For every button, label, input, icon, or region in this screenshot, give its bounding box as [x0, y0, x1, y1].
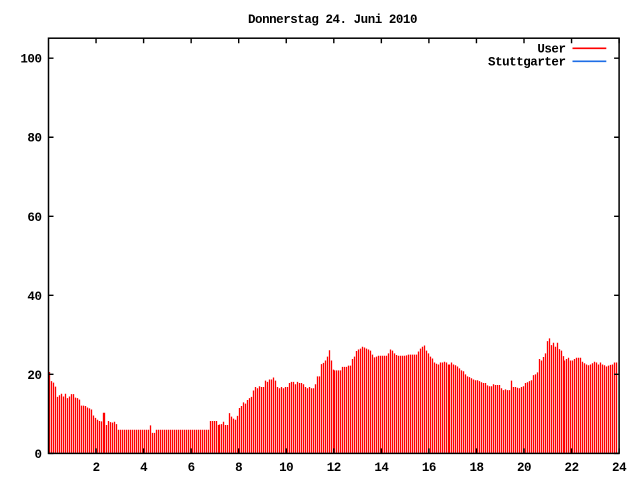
svg-text:6: 6 [188, 461, 195, 475]
svg-text:20: 20 [517, 461, 531, 475]
svg-text:22: 22 [565, 461, 579, 475]
svg-text:4: 4 [140, 461, 148, 475]
svg-text:100: 100 [20, 53, 41, 67]
svg-text:Stuttgarter: Stuttgarter [488, 56, 565, 70]
svg-text:10: 10 [279, 461, 293, 475]
svg-text:14: 14 [374, 461, 389, 475]
svg-text:24: 24 [612, 461, 627, 475]
svg-text:16: 16 [422, 461, 436, 475]
svg-text:20: 20 [27, 369, 41, 383]
svg-text:8: 8 [235, 461, 242, 475]
svg-text:2: 2 [93, 461, 100, 475]
svg-text:40: 40 [27, 290, 41, 304]
svg-text:0: 0 [34, 448, 41, 462]
svg-text:18: 18 [469, 461, 483, 475]
svg-text:80: 80 [27, 132, 41, 146]
svg-text:Donnerstag 24. Juni 2010: Donnerstag 24. Juni 2010 [248, 13, 417, 27]
svg-text:User: User [537, 43, 565, 57]
svg-text:12: 12 [327, 461, 341, 475]
svg-text:60: 60 [27, 211, 41, 225]
